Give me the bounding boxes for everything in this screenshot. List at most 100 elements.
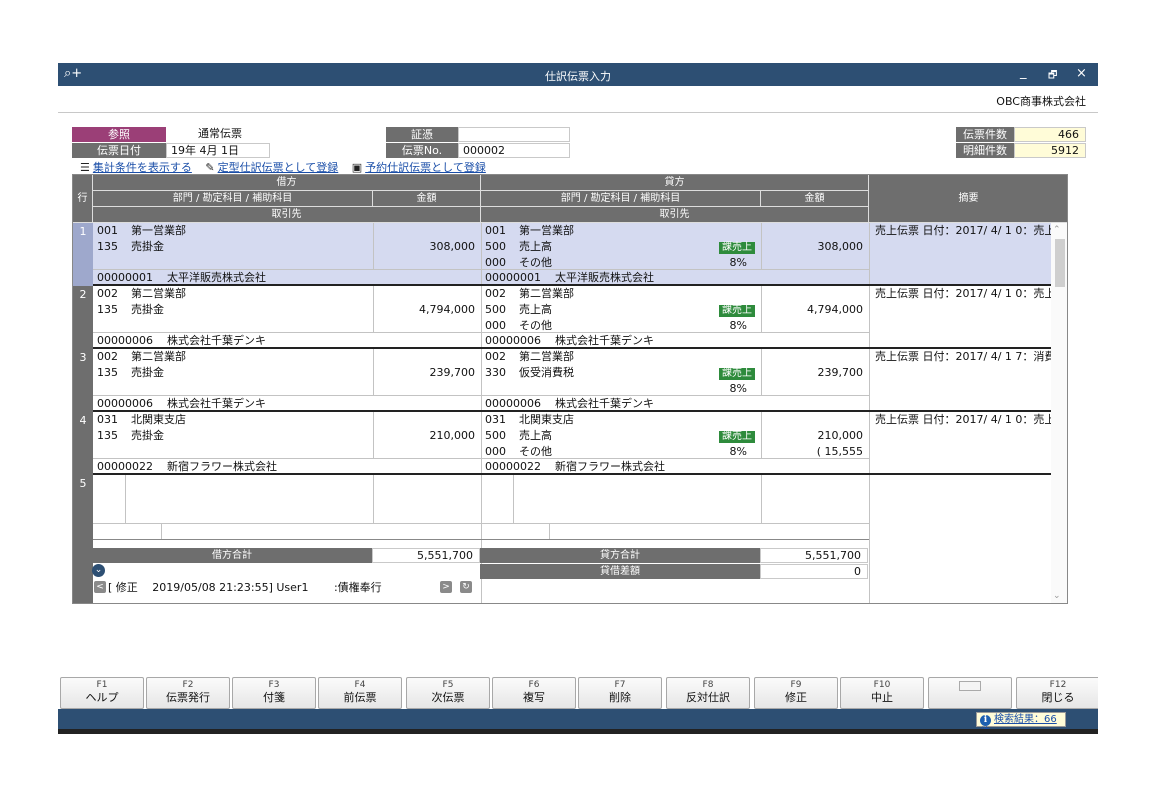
- credit-partner-code: 00000001: [485, 271, 541, 284]
- function-key-f9[interactable]: F9 修正: [754, 677, 838, 709]
- voucher-no-field[interactable]: 000002: [458, 143, 570, 158]
- credit-amount-header: 金額: [761, 191, 869, 207]
- divider: [58, 112, 1098, 113]
- function-key-f3[interactable]: F3 付箋: [232, 677, 316, 709]
- scroll-up-icon[interactable]: ⌃: [1053, 225, 1061, 235]
- debit-partner-header: 取引先: [93, 207, 481, 223]
- function-key-code: F8: [702, 680, 714, 690]
- debit-amount[interactable]: 4,794,000: [419, 303, 475, 316]
- history-next-button[interactable]: >: [440, 581, 452, 593]
- function-key-label: 伝票発行: [166, 691, 210, 704]
- credit-header: 貸方: [481, 175, 869, 191]
- table-row[interactable]: 031 北関東支店 135 売掛金 210,000 00000022 新宿フラワー株式会社 0…: [93, 412, 1067, 475]
- function-key-label: 反対仕訳: [686, 691, 730, 704]
- col-divider: [869, 349, 870, 410]
- function-key-code: F2: [182, 680, 194, 690]
- credit-dept-code: 001: [485, 224, 506, 237]
- debit-amount[interactable]: 239,700: [429, 366, 476, 379]
- show-conditions-link[interactable]: 集計条件を表示する: [92, 161, 192, 174]
- tax-rate: 8%: [729, 382, 747, 395]
- function-key-f8[interactable]: F8 反対仕訳: [666, 677, 750, 709]
- detail-count-label: 明細件数: [956, 143, 1014, 158]
- function-key-f4[interactable]: F4 前伝票: [318, 677, 402, 709]
- credit-dept-code: 002: [485, 350, 506, 363]
- function-key-f2[interactable]: F2 伝票発行: [146, 677, 230, 709]
- debit-account-code: 135: [97, 429, 118, 442]
- function-key-code: F4: [354, 680, 366, 690]
- search-plus-icon[interactable]: ⌕+: [64, 66, 83, 81]
- table-row[interactable]: 002 第二営業部 135 売掛金 4,794,000 00000006 株式会社千葉デンキ…: [93, 286, 1067, 349]
- history-prev-button[interactable]: <: [94, 581, 106, 593]
- vertical-scrollbar[interactable]: [1051, 223, 1067, 603]
- credit-account: 売上高: [519, 429, 552, 442]
- col-divider: [373, 475, 374, 523]
- minimize-button[interactable]: _: [1020, 65, 1027, 80]
- table-row[interactable]: 002 第二営業部 135 売掛金 239,700 00000006 株式会社千葉デンキ 00…: [93, 349, 1067, 412]
- credit-amount[interactable]: 308,000: [817, 240, 864, 253]
- history-text: [ 修正 2019/05/08 21:23:55] User1 :債権奉行: [108, 581, 382, 594]
- empty-row[interactable]: [93, 475, 1067, 603]
- evidence-label: 証憑: [386, 127, 458, 142]
- debit-account: 売掛金: [131, 429, 164, 442]
- debit-amount[interactable]: 308,000: [429, 240, 476, 253]
- row-number[interactable]: 4: [73, 412, 93, 475]
- scroll-down-icon[interactable]: ⌄: [1053, 591, 1061, 601]
- summary-header: 摘要: [869, 175, 1067, 223]
- history-reload-button[interactable]: ↻: [460, 581, 472, 593]
- col-divider: [761, 412, 762, 458]
- evidence-field[interactable]: [458, 127, 570, 142]
- function-key-label: 付箋: [263, 691, 285, 704]
- function-key-f7[interactable]: F7 削除: [578, 677, 662, 709]
- function-key-f5[interactable]: F5 次伝票: [406, 677, 490, 709]
- row-number[interactable]: 1: [73, 223, 93, 286]
- row-divider: [93, 523, 869, 524]
- summary-text[interactable]: 売上伝票 日付：2017/ 4/ 1 0：売上: [875, 224, 1056, 237]
- function-key-f1[interactable]: F1 ヘルプ: [60, 677, 144, 709]
- function-key-f10[interactable]: F10 中止: [840, 677, 924, 709]
- register-fixed-link[interactable]: 定型仕訳伝票として登録: [217, 161, 339, 174]
- date-field[interactable]: 19年 4月 1日: [166, 143, 270, 158]
- col-divider: [869, 286, 870, 347]
- debit-dept-code: 031: [97, 413, 118, 426]
- row-number[interactable]: 3: [73, 349, 93, 412]
- function-key-code: F1: [96, 680, 108, 690]
- function-key-code: F9: [790, 680, 802, 690]
- function-key-f6[interactable]: F6 複写: [492, 677, 576, 709]
- close-button[interactable]: ×: [1076, 66, 1087, 81]
- table-row[interactable]: 001 第一営業部 135 売掛金 308,000 00000001 太平洋販売株式会社 00…: [93, 223, 1067, 286]
- function-key-label: 前伝票: [343, 691, 377, 704]
- function-key-f12[interactable]: F12 閉じる: [1016, 677, 1098, 709]
- credit-tax-amount: ( 15,555: [816, 445, 863, 458]
- col-divider: [373, 223, 374, 269]
- scroll-thumb[interactable]: [1055, 239, 1065, 287]
- tax-badge: 課売上: [719, 242, 755, 254]
- row-divider: [93, 332, 869, 333]
- journal-grid: 行 借方 貸方 摘要 部門 / 勘定科目 / 補助科目 金額 部門 / 勘定科目…: [72, 174, 1068, 604]
- credit-sub: その他: [519, 445, 552, 458]
- summary-text[interactable]: 売上伝票 日付：2017/ 4/ 1 0：売上: [875, 287, 1056, 300]
- debit-dept: 北関東支店: [131, 413, 186, 426]
- function-key-code: F3: [268, 680, 280, 690]
- credit-amount[interactable]: 4,794,000: [807, 303, 863, 316]
- debit-amount[interactable]: 210,000: [429, 429, 476, 442]
- debit-partner-code: 00000006: [97, 397, 153, 410]
- restore-button[interactable]: 🗗: [1048, 70, 1058, 81]
- credit-sub-code: 000: [485, 256, 506, 269]
- summary-text[interactable]: 売上伝票 日付：2017/ 4/ 1 0：売上: [875, 413, 1056, 426]
- expand-icon[interactable]: ⌄: [92, 564, 105, 577]
- voucher-count-label: 伝票件数: [956, 127, 1014, 142]
- function-key-blank[interactable]: [928, 677, 1012, 709]
- reference-button[interactable]: 参照: [72, 127, 166, 142]
- credit-amount[interactable]: 239,700: [817, 366, 864, 379]
- row-number[interactable]: 2: [73, 286, 93, 349]
- row-number[interactable]: 5: [73, 475, 93, 603]
- credit-amount[interactable]: 210,000: [817, 429, 864, 442]
- debit-total-label: 借方合計: [92, 548, 372, 563]
- col-divider: [125, 475, 126, 523]
- register-scheduled-link[interactable]: 予約仕訳伝票として登録: [365, 161, 486, 174]
- summary-text[interactable]: 売上伝票 日付：2017/ 4/ 1 7：消費税: [875, 350, 1067, 363]
- col-divider: [869, 412, 870, 473]
- credit-account-header: 部門 / 勘定科目 / 補助科目: [481, 191, 761, 207]
- credit-dept: 第一営業部: [519, 224, 574, 237]
